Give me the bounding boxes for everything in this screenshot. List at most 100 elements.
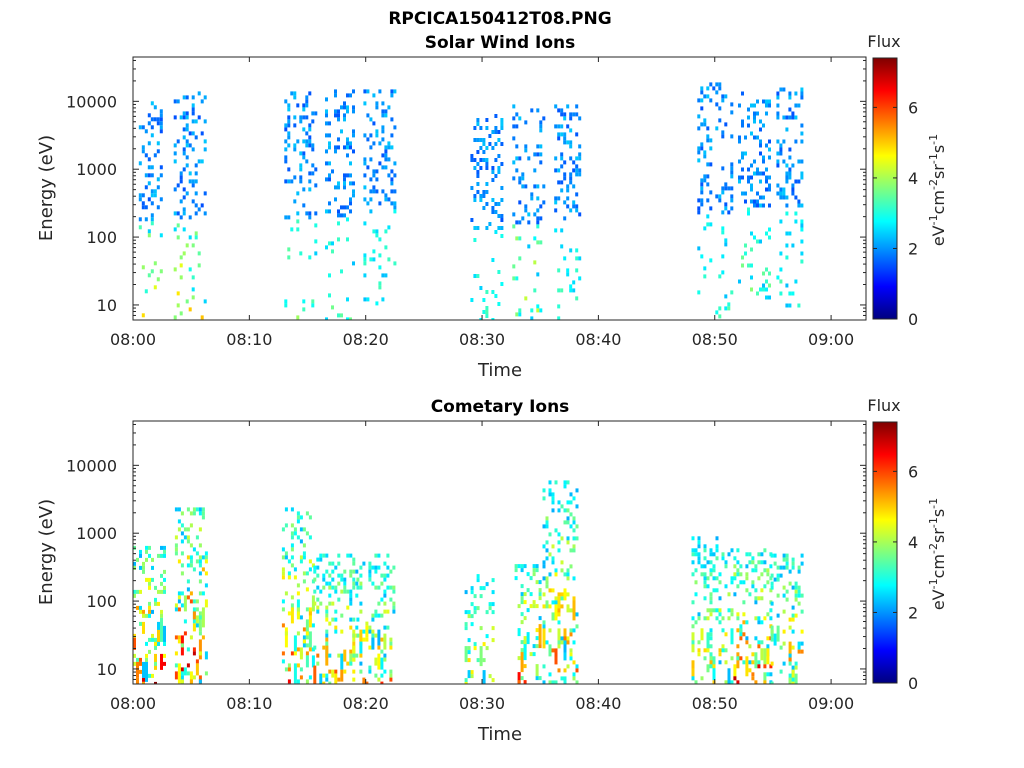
flux-cell <box>145 653 148 658</box>
colorbar-tick-label: 6 <box>908 462 918 481</box>
flux-cell <box>535 568 539 573</box>
flux-cell <box>703 584 707 589</box>
flux-cell <box>703 150 707 155</box>
flux-cell <box>560 560 564 565</box>
flux-cell <box>715 310 719 315</box>
flux-cell <box>299 515 303 520</box>
flux-cell <box>497 214 501 218</box>
flux-cell <box>482 298 486 302</box>
flux-cell <box>352 557 356 562</box>
flux-cell <box>359 641 363 654</box>
flux-cell <box>724 186 728 191</box>
flux-cell <box>308 123 312 128</box>
flux-cell <box>788 115 792 120</box>
flux-cell <box>380 657 384 670</box>
flux-cell <box>557 136 561 141</box>
flux-cell <box>569 648 573 653</box>
flux-cell <box>756 111 759 116</box>
flux-cell <box>381 113 385 118</box>
flux-cell <box>548 492 552 497</box>
flux-cell <box>369 145 373 150</box>
flux-cell <box>754 568 758 573</box>
flux-cell <box>381 189 385 194</box>
flux-cell <box>482 142 486 146</box>
flux-cell <box>349 181 352 186</box>
flux-cell <box>380 681 384 684</box>
flux-cell <box>302 527 306 532</box>
flux-cell <box>697 544 701 549</box>
flux-cell <box>337 145 340 150</box>
flux-cell <box>313 589 317 594</box>
flux-cell <box>566 664 570 669</box>
flux-cell <box>750 103 753 108</box>
flux-cell <box>322 577 326 582</box>
flux-cell <box>186 647 190 652</box>
flux-cell <box>521 184 525 189</box>
flux-cell <box>494 130 498 134</box>
flux-cell <box>334 149 337 154</box>
flux-cell <box>185 299 189 304</box>
flux-cell <box>334 589 338 594</box>
flux-cell <box>748 668 752 673</box>
flux-cell <box>476 274 480 278</box>
flux-cell <box>331 305 334 310</box>
flux-cell <box>374 657 378 666</box>
flux-cell <box>776 103 780 108</box>
flux-cell <box>744 151 747 156</box>
flux-cell <box>554 228 558 233</box>
flux-cell <box>133 589 136 594</box>
flux-cell <box>179 179 183 184</box>
flux-cell <box>782 191 786 196</box>
flux-cell <box>201 507 205 512</box>
flux-cell <box>751 676 755 681</box>
flux-cell <box>797 303 801 308</box>
flux-cell <box>369 209 373 214</box>
flux-cell <box>343 213 346 218</box>
flux-cell <box>378 161 382 166</box>
flux-cell <box>378 89 382 94</box>
flux-cell <box>386 553 390 558</box>
flux-cell <box>572 528 576 533</box>
flux-cell <box>491 578 495 583</box>
flux-cell <box>325 569 329 574</box>
flux-cell <box>281 555 285 560</box>
flux-cell <box>538 616 542 621</box>
flux-cell <box>520 592 524 597</box>
flux-cell <box>340 629 344 634</box>
flux-cell <box>759 151 762 156</box>
flux-cell <box>337 137 340 142</box>
flux-cell <box>691 624 695 629</box>
flux-cell <box>314 211 318 216</box>
flux-cell <box>185 163 189 168</box>
flux-cell <box>530 308 534 313</box>
flux-cell <box>762 155 765 160</box>
flux-cell <box>387 141 391 146</box>
flux-cell <box>572 520 576 525</box>
flux-cell <box>337 573 341 578</box>
colorbar-tick-label: 0 <box>908 310 918 329</box>
y-tick-label: 10 <box>97 296 117 315</box>
flux-cell <box>788 617 792 622</box>
flux-cell <box>371 581 375 586</box>
flux-cell <box>136 677 139 684</box>
flux-cell <box>147 173 151 178</box>
flux-cell <box>765 287 768 292</box>
flux-cell <box>198 511 202 516</box>
flux-cell <box>785 561 789 566</box>
flux-cell <box>791 617 795 622</box>
flux-cell <box>153 261 157 266</box>
flux-cell <box>314 223 318 228</box>
flux-cell <box>293 123 297 128</box>
flux-cell <box>176 139 180 144</box>
flux-cell <box>375 101 379 106</box>
flux-cell <box>750 275 753 280</box>
flux-cell <box>305 651 309 656</box>
flux-cell <box>308 127 312 132</box>
flux-cell <box>313 565 317 570</box>
flux-cell <box>800 131 804 136</box>
flux-cell <box>779 195 783 200</box>
flux-cell <box>482 190 486 194</box>
flux-cell <box>378 237 382 242</box>
flux-cell <box>721 552 725 557</box>
flux-cell <box>325 245 328 250</box>
